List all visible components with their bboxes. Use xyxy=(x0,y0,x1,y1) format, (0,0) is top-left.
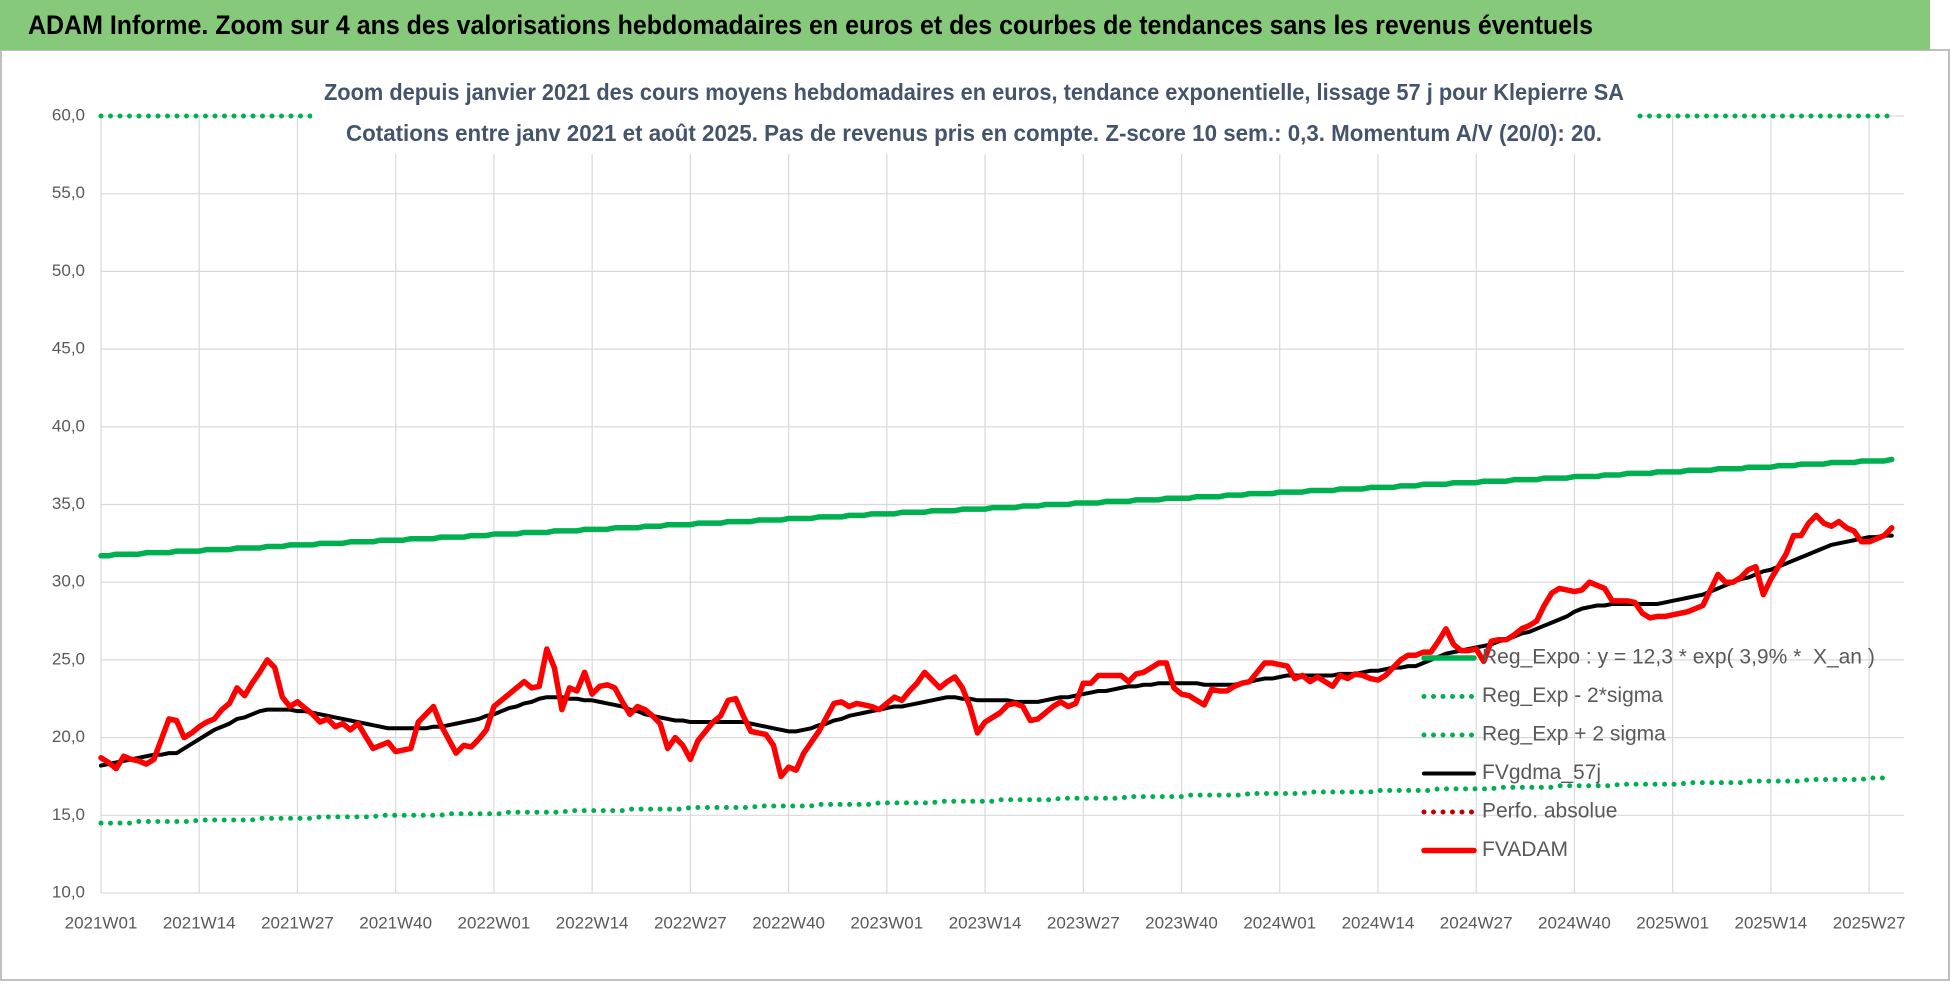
chart-subtitle: Cotations entre janv 2021 et août 2025. … xyxy=(346,120,1602,146)
legend-label: Reg_Exp - 2*sigma xyxy=(1482,684,1663,707)
x-tick-label: 2022W27 xyxy=(654,913,727,932)
x-tick-label: 2022W14 xyxy=(556,913,629,932)
x-tick-label: 2021W01 xyxy=(65,913,138,932)
x-tick-label: 2023W14 xyxy=(949,913,1022,932)
grid: 10,0 15,0 20,0 25,0 30,0 35,0 40,0 45,0 50,0 55,0… xyxy=(52,105,1906,932)
x-tick-label: 2021W40 xyxy=(359,913,432,932)
y-tick-label: 45,0 xyxy=(52,339,85,358)
series-line xyxy=(98,512,1895,780)
y-tick-label: 20,0 xyxy=(52,727,85,746)
legend-label: FVADAM xyxy=(1482,838,1568,861)
y-tick-label: 40,0 xyxy=(52,416,85,435)
x-tick-label: 2023W01 xyxy=(850,913,923,932)
header-bar xyxy=(0,0,1930,50)
x-tick-label: 2024W01 xyxy=(1243,913,1316,932)
y-tick-label: 55,0 xyxy=(52,183,85,202)
y-tick-label: 25,0 xyxy=(52,649,85,668)
x-tick-label: 2025W14 xyxy=(1734,913,1807,932)
x-tick-label: 2022W40 xyxy=(752,913,825,932)
series-line xyxy=(99,533,1894,768)
x-tick-label: 2021W27 xyxy=(261,913,334,932)
y-tick-label: 50,0 xyxy=(52,261,85,280)
header-title: ADAM Informe. Zoom sur 4 ans des valoris… xyxy=(28,10,1593,40)
y-tick-label: 30,0 xyxy=(52,572,85,591)
y-tick-label: 60,0 xyxy=(52,105,85,124)
legend: Reg_Expo : y = 12,3 * exp( 3,9% * X_an )… xyxy=(1421,646,1875,861)
legend-label: Reg_Expo : y = 12,3 * exp( 3,9% * X_an ) xyxy=(1482,646,1875,669)
title-background xyxy=(312,74,1636,154)
legend-label: Perfo. absolue xyxy=(1482,800,1617,823)
series-line xyxy=(98,456,1895,559)
x-tick-label: 2024W27 xyxy=(1440,913,1513,932)
chart-title: Zoom depuis janvier 2021 des cours moyen… xyxy=(324,79,1624,105)
legend-label: Reg_Exp + 2 sigma xyxy=(1482,723,1666,746)
x-tick-label: 2021W14 xyxy=(163,913,236,932)
x-tick-label: 2023W27 xyxy=(1047,913,1120,932)
y-tick-label: 15,0 xyxy=(52,805,85,824)
x-tick-label: 2025W27 xyxy=(1833,913,1906,932)
x-tick-label: 2024W14 xyxy=(1342,913,1415,932)
x-tick-label: 2025W01 xyxy=(1636,913,1709,932)
y-tick-label: 35,0 xyxy=(52,494,85,513)
legend-label: FVgdma_57j xyxy=(1482,761,1601,784)
x-tick-label: 2022W01 xyxy=(458,913,531,932)
x-tick-label: 2023W40 xyxy=(1145,913,1218,932)
x-tick-label: 2024W40 xyxy=(1538,913,1611,932)
y-tick-label: 10,0 xyxy=(52,882,85,901)
